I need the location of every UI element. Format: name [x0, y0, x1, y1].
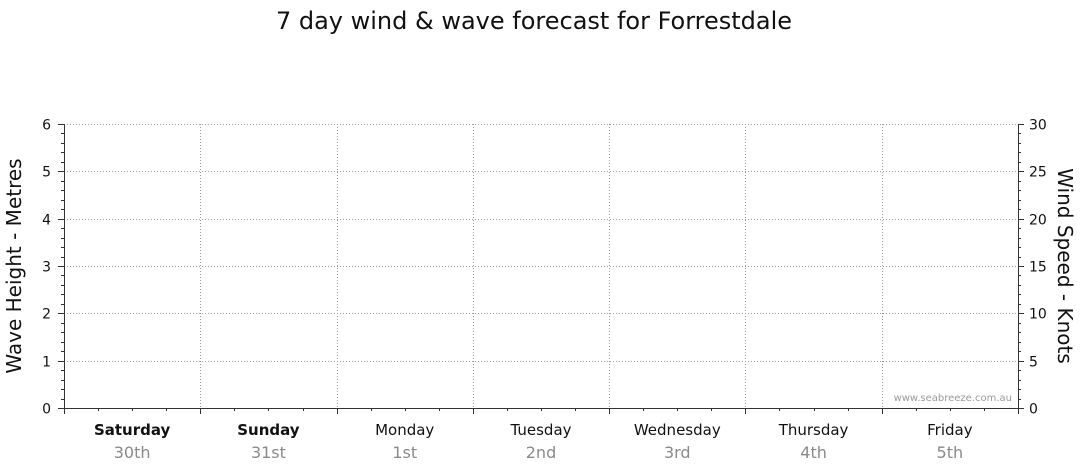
left-tick-label: 0	[42, 402, 51, 418]
date-label: 30th	[114, 443, 151, 462]
right-tick-label: 0	[1029, 402, 1038, 418]
axes-layer	[58, 124, 1024, 414]
left-tick-label: 3	[42, 260, 51, 276]
right-axis-title: Wind Speed - Knots	[1053, 168, 1077, 364]
day-label: Thursday	[778, 421, 849, 439]
date-label: 3rd	[664, 443, 691, 462]
right-tick-label: 20	[1029, 213, 1047, 229]
right-tick-label: 25	[1029, 165, 1047, 181]
chart-title: 7 day wind & wave forecast for Forrestda…	[276, 7, 792, 35]
day-label: Saturday	[94, 421, 171, 439]
left-tick-label: 2	[42, 307, 51, 323]
left-tick-label: 4	[42, 213, 51, 229]
date-label: 1st	[392, 443, 417, 462]
labels-layer: 0 1 2 3 4 5 6 0 5 10 15 20 25 30 Saturday 30th Sunday 31s…	[42, 118, 1047, 463]
day-label: Tuesday	[509, 421, 571, 439]
right-tick-label: 10	[1029, 307, 1047, 323]
left-tick-label: 6	[42, 118, 51, 134]
left-axis-title: Wave Height - Metres	[2, 158, 26, 373]
left-tick-label: 1	[42, 355, 51, 371]
day-label: Wednesday	[634, 421, 721, 439]
day-label: Friday	[927, 421, 973, 439]
date-label: 4th	[800, 443, 827, 462]
day-label: Monday	[375, 421, 434, 439]
date-label: 31st	[251, 443, 286, 462]
left-tick-label: 5	[42, 165, 51, 181]
grid-layer	[64, 124, 1018, 408]
date-label: 2nd	[526, 443, 556, 462]
right-tick-label: 5	[1029, 355, 1038, 371]
right-tick-label: 15	[1029, 260, 1047, 276]
watermark-text: www.seabreeze.com.au	[894, 393, 1012, 404]
date-label: 5th	[937, 443, 964, 462]
day-label: Sunday	[237, 421, 300, 439]
right-tick-label: 30	[1029, 118, 1047, 134]
